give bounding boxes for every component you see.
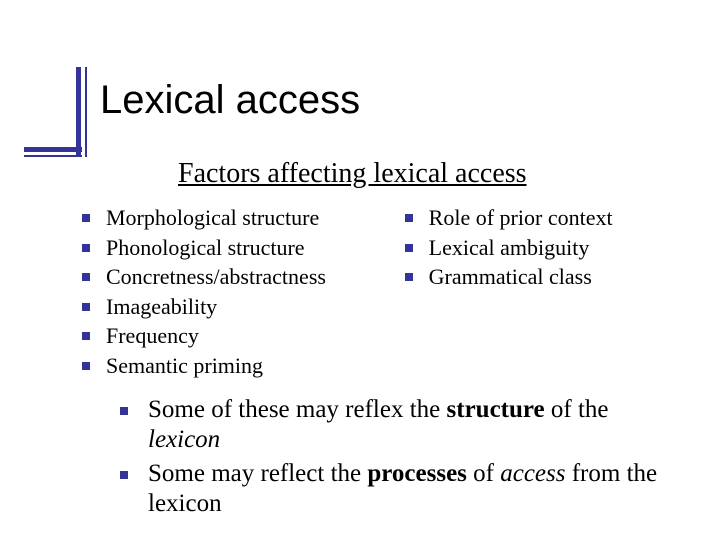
bottom-list: Some of these may reflex the structure o… [120,395,660,523]
list-item-text: Role of prior context [429,204,613,232]
list-item: Lexical ambiguity [405,234,680,262]
list-item: Role of prior context [405,204,680,232]
slide: Lexical access Factors affecting lexical… [0,0,720,540]
bullet-icon [82,273,90,281]
list-item: Grammatical class [405,263,680,291]
slide-title: Lexical access [100,78,360,123]
list-item-text: Grammatical class [429,263,592,291]
bullet-icon [82,214,90,222]
bullet-icon [82,303,90,311]
bottom-item: Some of these may reflex the structure o… [120,395,660,455]
bottom-item-text: Some may reflect the processes of access… [148,459,660,519]
right-column: Role of prior context Lexical ambiguity … [405,204,680,381]
decor-h-thin [24,155,82,157]
list-item-text: Frequency [106,322,199,350]
bullet-icon [82,332,90,340]
list-item-text: Lexical ambiguity [429,234,590,262]
list-item-text: Phonological structure [106,234,305,262]
list-item: Concretness/abstractness [82,263,397,291]
bullet-icon [120,471,128,479]
left-column: Morphological structure Phonological str… [82,204,397,381]
bottom-item-text: Some of these may reflex the structure o… [148,395,660,455]
bullet-icon [405,214,413,222]
slide-subtitle: Factors affecting lexical access [178,158,527,190]
bullet-icon [82,362,90,370]
decor-v-thick [76,67,81,157]
list-item-text: Concretness/abstractness [106,263,326,291]
list-item-text: Imageability [106,293,217,321]
columns: Morphological structure Phonological str… [82,204,680,381]
list-item: Frequency [82,322,397,350]
decor-h-thick [24,147,82,152]
decor-v-thin [85,67,87,157]
bullet-icon [405,273,413,281]
list-item: Phonological structure [82,234,397,262]
list-item: Imageability [82,293,397,321]
bottom-item: Some may reflect the processes of access… [120,459,660,519]
list-item: Semantic priming [82,352,397,380]
list-item: Morphological structure [82,204,397,232]
list-item-text: Semantic priming [106,352,263,380]
list-item-text: Morphological structure [106,204,319,232]
bullet-icon [120,407,128,415]
bullet-icon [405,244,413,252]
bullet-icon [82,244,90,252]
